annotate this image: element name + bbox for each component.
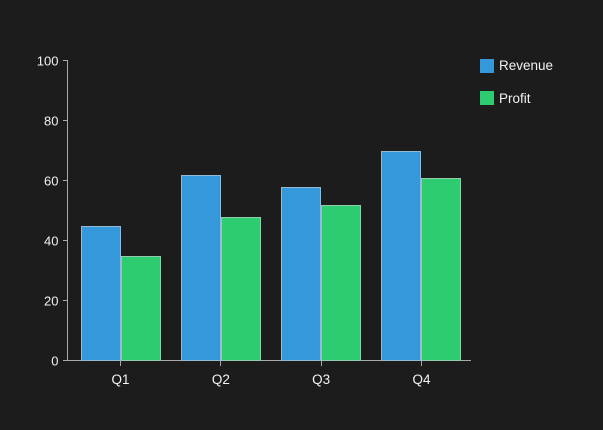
legend-swatch-profit <box>480 91 494 106</box>
legend-item-revenue: Revenue <box>480 58 553 74</box>
x-tick-label: Q3 <box>312 372 331 387</box>
bar-revenue-q4 <box>381 151 422 361</box>
y-tick-label: 20 <box>44 293 59 309</box>
x-tick-mark <box>220 361 222 366</box>
x-tick-label: Q1 <box>111 372 130 387</box>
y-tick-label: 40 <box>44 233 59 249</box>
legend-label-revenue: Revenue <box>499 58 554 73</box>
legend: Revenue Profit <box>480 58 553 106</box>
x-tick-label: Q2 <box>211 372 230 387</box>
y-tick-label: 60 <box>44 173 59 189</box>
y-tick-mark <box>62 240 68 241</box>
y-tick-mark <box>62 300 68 301</box>
bar-revenue-q1 <box>80 226 121 361</box>
legend-swatch-revenue <box>480 58 494 73</box>
x-tick-mark <box>320 361 322 366</box>
x-tick-mark <box>420 361 422 366</box>
y-tick-mark <box>62 180 68 181</box>
bar-revenue-q3 <box>281 187 322 361</box>
bar-profit-q4 <box>421 178 462 361</box>
bar-profit-q1 <box>120 256 161 361</box>
x-axis-line <box>67 360 471 361</box>
bar-revenue-q2 <box>180 175 221 361</box>
bar-profit-q2 <box>220 217 261 361</box>
y-tick-label: 0 <box>51 353 59 369</box>
y-tick-label: 80 <box>44 113 59 129</box>
y-axis-line <box>67 60 68 361</box>
bar-profit-q3 <box>321 205 362 361</box>
y-tick-mark <box>62 120 68 121</box>
y-tick-mark <box>62 60 68 61</box>
x-tick-mark <box>120 361 121 366</box>
legend-item-profit: Profit <box>480 91 553 107</box>
legend-label-profit: Profit <box>499 90 531 106</box>
x-tick-label: Q4 <box>412 372 431 387</box>
y-tick-mark <box>62 360 68 361</box>
y-tick-label: 100 <box>36 53 59 69</box>
